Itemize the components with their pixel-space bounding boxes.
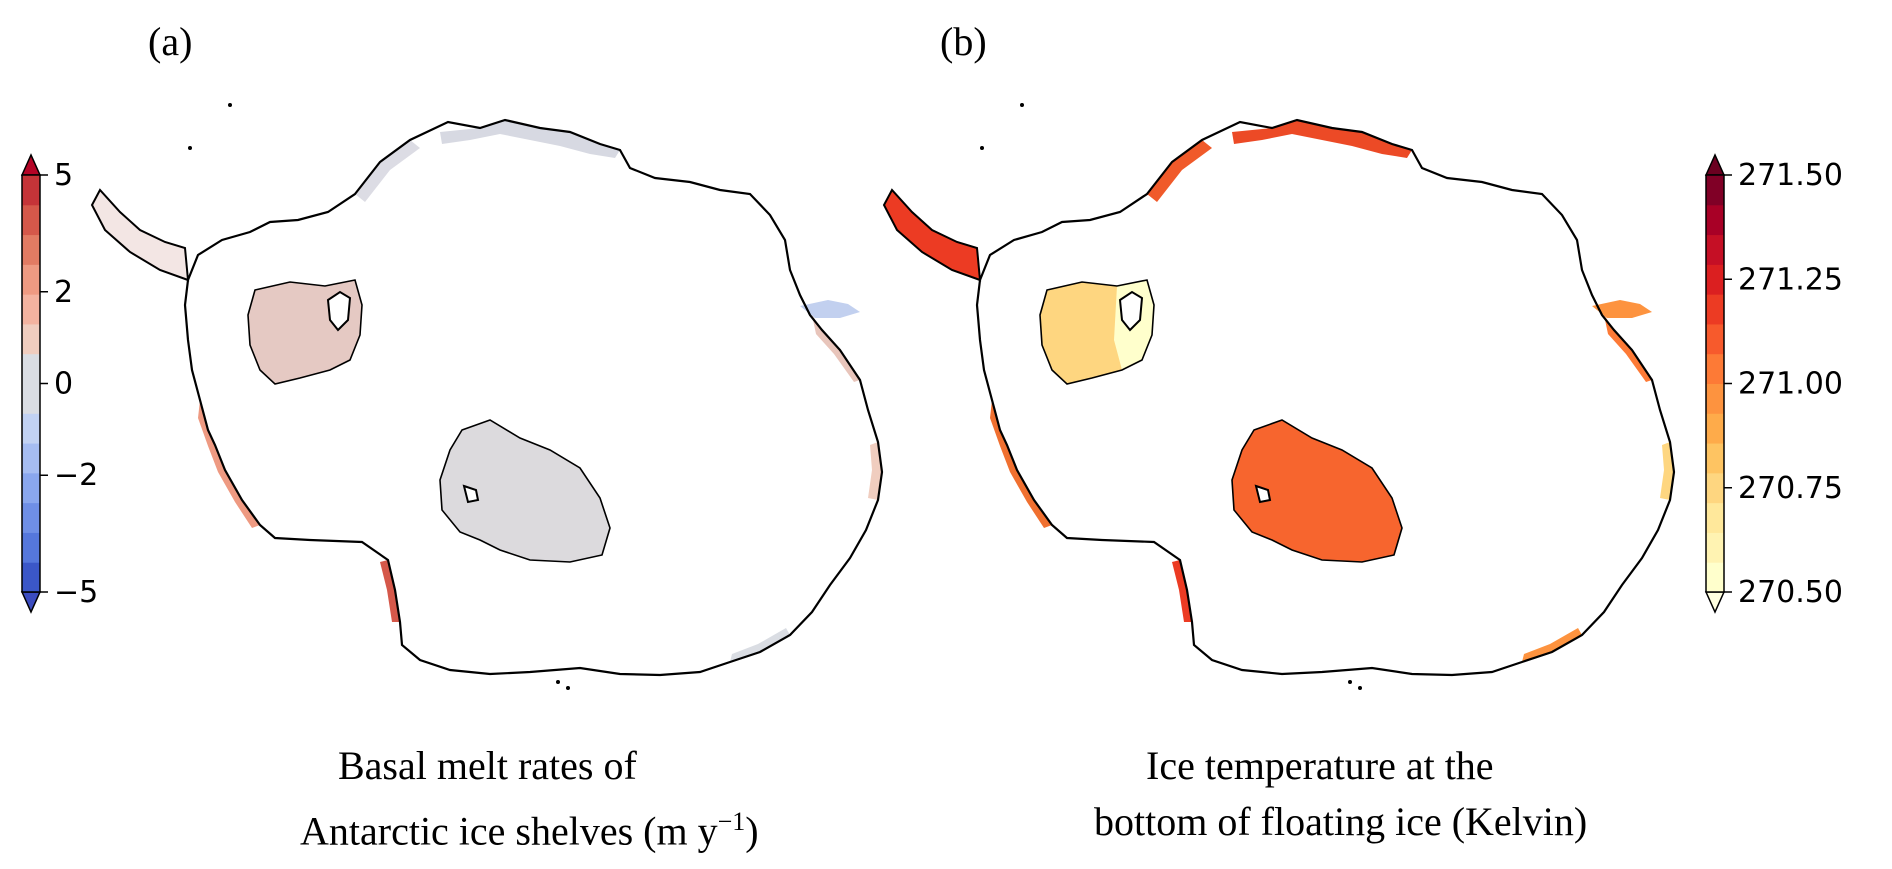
- peninsula-a: [91, 189, 189, 281]
- colorbar-a-tick-label: −5: [54, 575, 98, 610]
- coastline-a: [183, 118, 884, 677]
- caption-a-line2-end: ): [745, 808, 759, 854]
- colorbar-a-segment: [22, 413, 40, 444]
- colorbar-b-segment: [1706, 443, 1724, 474]
- colorbar-b-segment: [1706, 294, 1724, 325]
- islet-b2: [1358, 686, 1362, 690]
- map-a: [91, 103, 884, 690]
- colorbar-b-segment: [1706, 175, 1724, 206]
- map-b: [883, 103, 1676, 690]
- islet-a1: [556, 680, 560, 684]
- colorbar-a-tick-label: −2: [54, 458, 98, 493]
- colorbar-a: 5 2 0 −2 −5: [20, 153, 98, 614]
- caption-a-line2: Antarctic ice shelves (m y−1): [300, 794, 759, 859]
- colorbar-b-segment: [1706, 413, 1724, 444]
- panel-a-letter: (a): [148, 19, 193, 64]
- colorbar-a-extend-low: [20, 591, 42, 614]
- colorbar-a-segment: [22, 323, 40, 355]
- caption-a-line1: Basal melt rates of: [338, 743, 637, 788]
- caption-b-line1: Ice temperature at the: [1146, 743, 1494, 788]
- islet-b1: [1348, 680, 1352, 684]
- colorbar-b-tick-label: 271.50: [1738, 158, 1843, 193]
- colorbar-b-segment: [1706, 353, 1724, 384]
- colorbar-b-segment: [1706, 532, 1724, 563]
- panel-b-letter: (b): [940, 19, 987, 64]
- colorbar-a-segment: [22, 175, 40, 206]
- colorbar-b-tick-label: 270.50: [1738, 575, 1843, 610]
- caption-a-line2-sup: −1: [717, 807, 746, 836]
- colorbar-a-extend-high: [20, 153, 42, 176]
- caption-a-line2-main: Antarctic ice shelves (m y: [300, 808, 718, 854]
- coastline-b: [975, 118, 1676, 677]
- colorbar-b-extend-low: [1704, 591, 1726, 614]
- colorbar-b-segment: [1706, 472, 1724, 504]
- islet-a4: [188, 146, 192, 150]
- colorbar-b-segment: [1706, 502, 1724, 533]
- colorbar-a-tick-label: 5: [54, 158, 73, 193]
- colorbar-b-segment: [1706, 562, 1724, 593]
- colorbar-a-segment: [22, 562, 40, 593]
- shelf-coast-b4: [990, 400, 1052, 528]
- islet-a3: [228, 103, 232, 107]
- colorbar-b: 271.50 271.25 271.00 270.75 270.50: [1704, 153, 1843, 614]
- colorbar-b-segment: [1706, 204, 1724, 236]
- colorbar-a-segment: [22, 264, 40, 295]
- colorbar-a-segment: [22, 532, 40, 563]
- colorbar-a-segment: [22, 502, 40, 533]
- colorbar-a-segment: [22, 443, 40, 474]
- shelf-coast-b2: [1147, 140, 1212, 202]
- colorbar-a-segment: [22, 383, 40, 414]
- colorbar-b-segment: [1706, 264, 1724, 295]
- colorbar-a-segment: [22, 472, 40, 504]
- shelf-coast-a7: [730, 628, 790, 662]
- peninsula-b: [883, 189, 981, 281]
- islet-b3: [1020, 103, 1024, 107]
- colorbar-b-extend-high: [1704, 153, 1726, 176]
- colorbar-b-segment: [1706, 234, 1724, 265]
- colorbar-a-segment: [22, 294, 40, 325]
- caption-b-line2: bottom of floating ice (Kelvin): [1094, 799, 1588, 844]
- colorbar-a-segment: [22, 204, 40, 236]
- colorbar-a-segment: [22, 353, 40, 384]
- colorbar-a-segment: [22, 234, 40, 265]
- colorbar-b-segment: [1706, 383, 1724, 414]
- colorbar-b-tick-label: 270.75: [1738, 471, 1843, 506]
- colorbar-b-tick-label: 271.00: [1738, 367, 1843, 402]
- islet-b4: [980, 146, 984, 150]
- colorbar-b-segment: [1706, 323, 1724, 355]
- colorbar-b-tick-label: 271.25: [1738, 262, 1843, 297]
- shelf-coast-a4: [198, 400, 260, 528]
- shelf-coast-b7: [1522, 628, 1582, 662]
- colorbar-a-tick-label: 0: [54, 367, 73, 402]
- colorbar-a-tick-label: 2: [54, 275, 73, 310]
- shelf-coast-a2: [355, 140, 420, 202]
- caption-a: Basal melt rates of Antarctic ice shelve…: [300, 738, 759, 859]
- caption-b: Ice temperature at the bottom of floatin…: [1094, 738, 1587, 850]
- islet-a2: [566, 686, 570, 690]
